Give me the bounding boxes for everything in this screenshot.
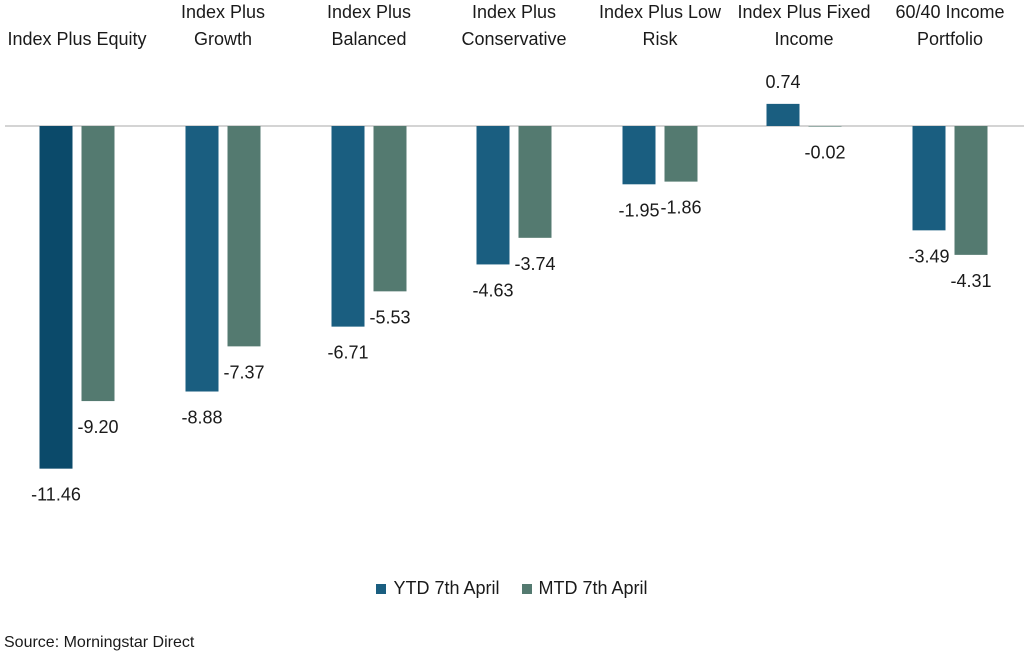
category-label: Risk (643, 29, 679, 49)
value-label-ytd: -3.49 (908, 246, 949, 266)
legend-item-ytd: YTD 7th April (376, 578, 500, 599)
bar-mtd (954, 126, 988, 255)
legend-item-mtd: MTD 7th April (521, 578, 648, 599)
bar-ytd (39, 126, 73, 469)
legend: YTD 7th April MTD 7th April (0, 578, 1024, 599)
value-label-mtd: -1.86 (660, 198, 701, 218)
bar-ytd (185, 126, 219, 392)
legend-label-mtd: MTD 7th April (538, 578, 648, 598)
value-label-ytd: -8.88 (181, 408, 222, 428)
category-label: Index Plus Fixed (737, 2, 870, 22)
value-label-ytd: -4.63 (472, 280, 513, 300)
category-label: Index Plus (181, 2, 265, 22)
value-label-mtd: -0.02 (804, 143, 845, 163)
category-label: Portfolio (917, 29, 983, 49)
source-note: Source: Morningstar Direct (4, 634, 195, 651)
value-label-ytd: -1.95 (618, 200, 659, 220)
category-label: Index Plus (472, 2, 556, 22)
value-label-ytd: -6.71 (327, 343, 368, 363)
bar-ytd (766, 103, 800, 126)
bar-mtd (664, 126, 698, 182)
bar-ytd (476, 126, 510, 265)
bar-mtd (518, 126, 552, 238)
value-label-mtd: -9.20 (77, 417, 118, 437)
value-label-mtd: -5.53 (369, 307, 410, 327)
value-label-ytd: -11.46 (31, 485, 81, 505)
category-label: Index Plus (327, 2, 411, 22)
bar-mtd (373, 126, 407, 292)
bar-ytd (912, 126, 946, 231)
value-label-mtd: -7.37 (223, 362, 264, 382)
category-label: 60/40 Income (895, 2, 1004, 22)
value-label-mtd: -4.31 (950, 271, 991, 291)
bar-mtd (808, 126, 842, 127)
bar-mtd (227, 126, 261, 347)
category-label: Conservative (461, 29, 566, 49)
bar-mtd (81, 126, 115, 402)
bar-ytd (622, 126, 656, 185)
category-label: Income (774, 29, 833, 49)
category-label: Index Plus Low (599, 2, 722, 22)
value-label-ytd: 0.74 (765, 72, 800, 92)
legend-swatch-mtd (521, 583, 532, 594)
value-label-mtd: -3.74 (514, 254, 555, 274)
category-label: Balanced (331, 29, 406, 49)
legend-label-ytd: YTD 7th April (393, 578, 500, 598)
bar-ytd (331, 126, 365, 327)
category-label: Index Plus Equity (7, 29, 146, 49)
category-label: Growth (194, 29, 252, 49)
legend-swatch-ytd (376, 583, 387, 594)
